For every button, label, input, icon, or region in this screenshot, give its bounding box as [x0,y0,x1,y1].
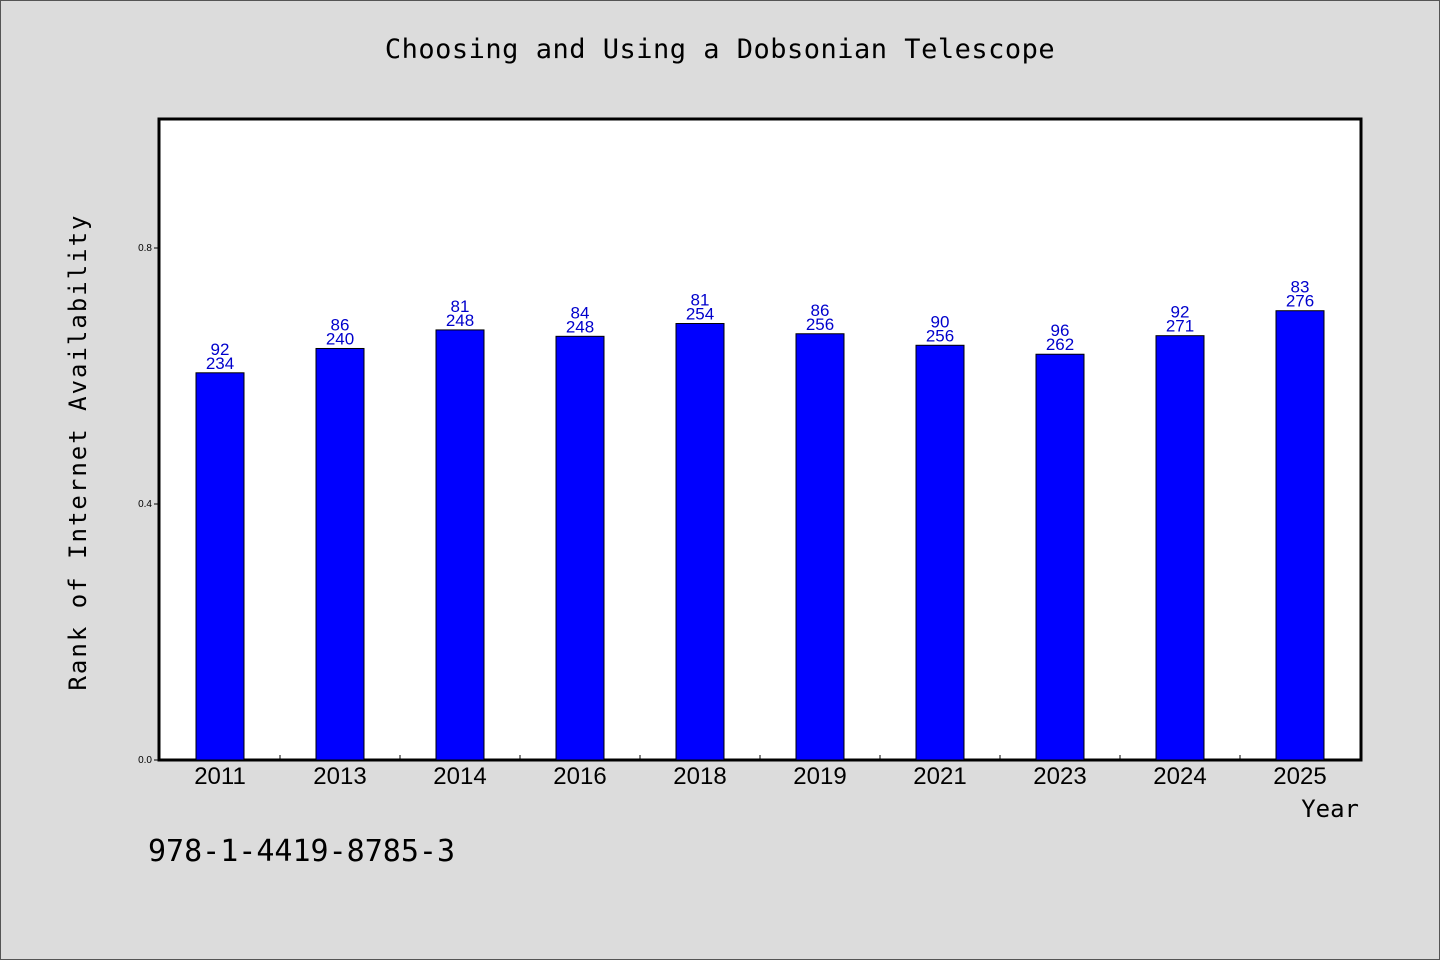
bar-2023 [1035,353,1085,761]
bar-2011 [195,372,245,761]
x-tick-label: 2024 [1153,763,1206,790]
data-label-bottom: 240 [326,329,354,348]
x-tick-label: 2018 [673,763,726,790]
bar-series [195,310,1325,761]
bar-2019 [795,333,845,761]
data-label-top: 92 [211,340,230,359]
x-tick-label: 2025 [1273,763,1326,790]
x-tick-label: 2011 [194,763,246,790]
bar-2025 [1275,310,1325,761]
data-label-top: 92 [1171,303,1190,322]
data-label-bottom: 276 [1286,292,1314,311]
x-tick-label: 2021 [913,763,966,790]
data-label-bottom: 248 [446,311,474,330]
bar-2024 [1155,335,1205,761]
y-axis-label: Rank of Internet Availability [64,213,92,690]
data-label-bottom: 256 [806,315,834,334]
x-axis-ticks: 2011 2013 2014 2016 2018 2019 2021 2023 2024 2025 [194,755,1327,790]
data-label-bottom: 262 [1046,335,1074,354]
x-axis-label: Year [1301,795,1359,823]
y-tick-label: 0.0 [138,755,152,766]
data-label-top: 84 [571,303,590,322]
x-tick-label: 2019 [793,763,846,790]
x-tick-label: 2013 [313,763,366,790]
data-label-top: 81 [691,291,710,310]
data-label-top: 86 [331,315,350,334]
bar-2016 [555,335,605,761]
bar-2021 [915,344,965,761]
data-label-bottom: 234 [206,354,234,373]
bar-2018 [675,323,725,761]
data-label-bottom: 271 [1166,317,1194,336]
bar-2013 [315,347,365,761]
y-axis-ticks: 0.0 0.4 0.8 [138,243,160,766]
x-tick-label: 2016 [553,763,606,790]
data-label-top: 96 [1051,321,1070,340]
isbn-label: 978-1-4419-8785-3 [148,834,456,869]
x-tick-label: 2023 [1033,763,1086,790]
data-label-bottom: 256 [926,326,954,345]
bar-2014 [435,329,485,761]
data-label-top: 86 [811,301,830,320]
data-label-top: 81 [451,297,470,316]
data-label-bottom: 248 [566,317,594,336]
data-label-top: 90 [931,312,950,331]
data-label-bottom: 254 [686,305,714,324]
data-label-top: 83 [1291,278,1310,297]
chart-title: Choosing and Using a Dobsonian Telescope [384,34,1056,65]
x-tick-label: 2014 [433,763,486,790]
y-tick-label: 0.8 [138,243,152,254]
y-tick-label: 0.4 [138,499,152,510]
